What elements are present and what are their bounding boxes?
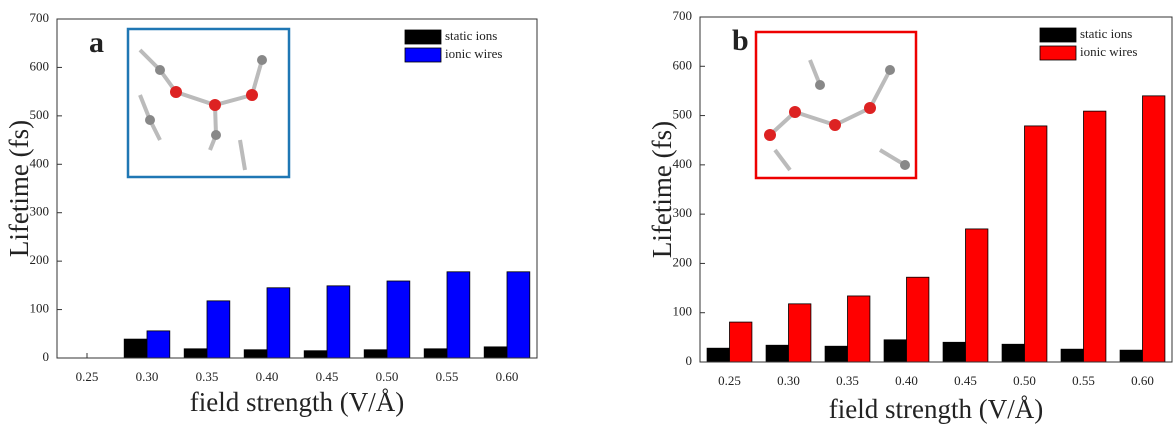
- y-tick-label: 700: [673, 8, 693, 23]
- y-tick-label: 300: [673, 205, 693, 220]
- x-tick-label: 0.60: [1131, 373, 1154, 388]
- bar: [1001, 343, 1025, 363]
- panel-label: a: [89, 26, 104, 59]
- legend-swatch: [404, 47, 442, 63]
- bar: [729, 321, 753, 363]
- x-tick-label: 0.45: [316, 369, 339, 384]
- bar: [123, 338, 148, 359]
- plot-frame: [56, 18, 538, 359]
- bar: [765, 344, 789, 363]
- legend-swatch: [1039, 45, 1077, 61]
- y-axis-label: Lifetime (fs): [4, 120, 34, 257]
- bar: [824, 345, 848, 363]
- x-tick-label: 0.40: [895, 373, 918, 388]
- bar: [906, 276, 930, 363]
- x-axis-label: field strength (V/Å): [829, 394, 1043, 424]
- x-tick-label: 0.60: [496, 369, 519, 384]
- x-tick-label: 0.30: [777, 373, 800, 388]
- y-tick-label: 100: [30, 301, 50, 316]
- y-tick-label: 200: [673, 254, 693, 269]
- x-tick-label: 0.50: [376, 369, 399, 384]
- x-tick-label: 0.50: [1013, 373, 1036, 388]
- bar: [1024, 125, 1048, 363]
- y-tick-label: 0: [686, 353, 693, 368]
- bar: [965, 228, 989, 363]
- y-tick-label: 200: [30, 252, 50, 267]
- y-tick-label: 400: [30, 155, 50, 170]
- y-tick-label: 600: [673, 57, 693, 72]
- bar: [1083, 110, 1107, 363]
- bar: [706, 347, 730, 363]
- bar: [942, 341, 966, 363]
- x-tick-label: 0.25: [76, 369, 99, 384]
- y-tick-label: 100: [673, 304, 693, 319]
- bar: [446, 271, 471, 359]
- x-axis-label: field strength (V/Å): [190, 387, 404, 417]
- bar: [266, 287, 291, 359]
- plot-frame: [699, 16, 1173, 363]
- y-tick-label: 0: [43, 349, 50, 364]
- bar: [146, 330, 171, 359]
- x-tick-label: 0.55: [1072, 373, 1095, 388]
- bar: [788, 303, 812, 363]
- y-tick-label: 500: [673, 107, 693, 122]
- bar: [326, 285, 351, 359]
- panel-label: b: [732, 24, 749, 57]
- y-tick-label: 500: [30, 107, 50, 122]
- bar: [303, 350, 328, 359]
- legend-swatch: [404, 29, 442, 45]
- x-tick-label: 0.35: [196, 369, 219, 384]
- bar: [1060, 348, 1084, 363]
- bar: [1142, 95, 1166, 363]
- bar: [386, 280, 411, 359]
- legend-label: ionic wires: [445, 46, 502, 61]
- bar: [206, 300, 231, 359]
- bar: [483, 346, 508, 359]
- y-tick-label: 600: [30, 58, 50, 73]
- x-tick-label: 0.35: [836, 373, 859, 388]
- x-tick-label: 0.25: [718, 373, 741, 388]
- y-axis-label: Lifetime (fs): [647, 121, 677, 258]
- bar: [1119, 349, 1143, 363]
- x-tick-label: 0.30: [136, 369, 159, 384]
- legend-label: static ions: [1080, 26, 1132, 41]
- bar: [847, 295, 871, 363]
- y-tick-label: 300: [30, 204, 50, 219]
- legend-swatch: [1039, 27, 1077, 43]
- inset-a: [126, 27, 291, 179]
- bar: [506, 271, 531, 359]
- y-tick-label: 400: [673, 156, 693, 171]
- bar: [883, 339, 907, 363]
- bar: [423, 348, 448, 359]
- inset-b: [754, 30, 918, 180]
- x-tick-label: 0.40: [256, 369, 279, 384]
- x-tick-label: 0.45: [954, 373, 977, 388]
- bar: [243, 349, 268, 359]
- bar: [363, 349, 388, 359]
- bar: [183, 348, 208, 359]
- x-tick-label: 0.55: [436, 369, 459, 384]
- legend-label: static ions: [445, 28, 497, 43]
- legend-label: ionic wires: [1080, 44, 1137, 59]
- y-tick-label: 700: [30, 10, 50, 25]
